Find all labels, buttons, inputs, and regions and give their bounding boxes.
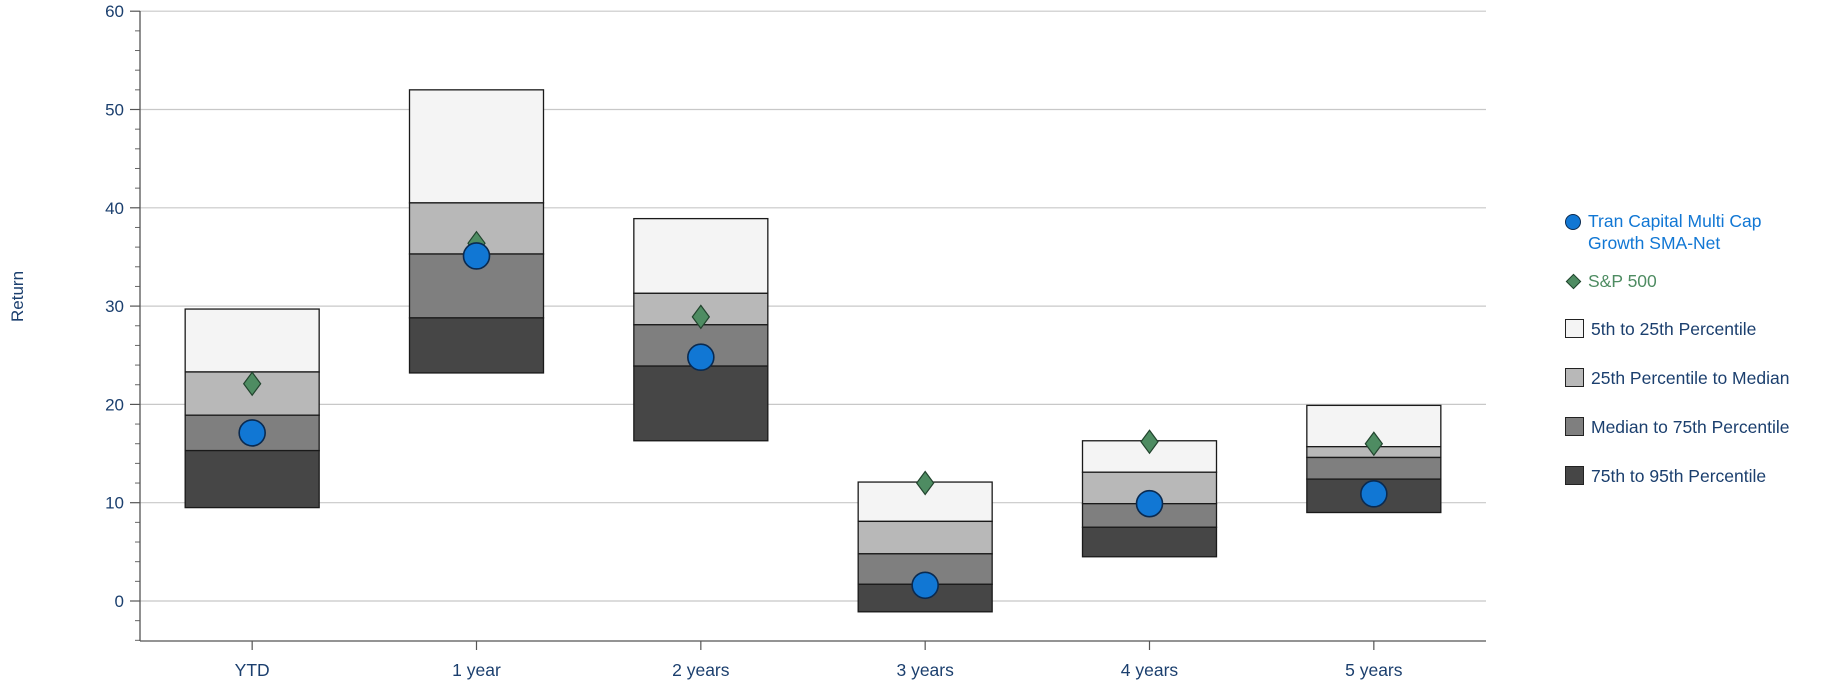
legend-band1-label: 5th to 25th Percentile [1591, 319, 1757, 339]
x-tick-label-5: 5 years [1345, 660, 1403, 680]
fund-circle-marker-0 [238, 419, 266, 447]
y-tick-label-10: 10 [105, 494, 124, 513]
circle-marker-icon [1565, 214, 1581, 230]
fund-circle-marker-4 [1135, 489, 1164, 518]
index-diamond-marker-2 [691, 304, 711, 330]
box-band-1-2 [633, 217, 769, 294]
band2-swatch-icon [1565, 368, 1584, 387]
box-band-4-1 [408, 317, 545, 374]
box-band-2-3 [857, 520, 993, 555]
legend-band4-label: 75th to 95th Percentile [1591, 466, 1767, 486]
fund-circle-marker-2 [687, 343, 715, 372]
band1-swatch-icon [1565, 319, 1584, 338]
x-tick-label-3: 3 years [896, 660, 954, 680]
box-band-1-0 [184, 308, 320, 373]
index-diamond-marker-4 [1140, 429, 1159, 455]
band4-swatch-icon [1565, 466, 1584, 485]
box-band-4-2 [633, 365, 769, 442]
box-band-1-3 [857, 481, 993, 523]
index-diamond-marker-5 [1364, 431, 1384, 457]
y-tick-label-40: 40 [105, 199, 124, 218]
legend-item-band4: 75th to 95th Percentile [1565, 465, 1766, 487]
legend-band2-label: 25th Percentile to Median [1591, 368, 1790, 388]
box-band-4-4 [1081, 526, 1218, 558]
legend-fund-label: Tran Capital Multi Cap Growth SMA-Net [1588, 210, 1761, 254]
fund-circle-marker-1 [462, 242, 491, 270]
legend-item-band1: 5th to 25th Percentile [1565, 318, 1756, 340]
y-tick-label-50: 50 [105, 101, 124, 120]
legend-item-band2: 25th Percentile to Median [1565, 367, 1789, 389]
y-axis-label: Return [8, 270, 27, 322]
legend-fund-line2: Growth SMA-Net [1588, 233, 1721, 253]
legend-fund-line1: Tran Capital Multi Cap [1588, 211, 1762, 231]
diamond-marker-icon [1565, 273, 1582, 290]
series-markers [238, 230, 1388, 600]
x-tick-label-0: YTD [235, 660, 270, 680]
box-band-4-0 [184, 449, 320, 509]
legend-index-label: S&P 500 [1588, 271, 1657, 291]
axes: 0 10 20 30 40 50 60 YTD 1 year 2 years 3 years 4 ye… [105, 2, 1486, 680]
legend-item-fund: Tran Capital Multi Cap Growth SMA-Net [1565, 210, 1761, 254]
index-diamond-marker-0 [242, 371, 262, 397]
legend-item-band3: Median to 75th Percentile [1565, 416, 1789, 438]
fund-circle-marker-5 [1360, 480, 1388, 508]
box-band-3-5 [1306, 456, 1442, 480]
grid-lines [140, 10, 1486, 602]
index-diamond-marker-3 [915, 470, 935, 496]
box-band-1-1 [408, 89, 545, 204]
x-tick-label-4: 4 years [1121, 660, 1179, 680]
legend-band3-label: Median to 75th Percentile [1591, 417, 1790, 437]
band3-swatch-icon [1565, 417, 1584, 436]
percentile-boxes [184, 89, 1442, 613]
legend-item-index: S&P 500 [1565, 270, 1657, 292]
y-tick-label-0: 0 [115, 592, 124, 611]
y-tick-label-20: 20 [105, 395, 124, 414]
y-tick-label-30: 30 [105, 297, 124, 316]
y-tick-label-60: 60 [105, 2, 124, 21]
x-tick-label-1: 1 year [452, 660, 501, 680]
fund-circle-marker-3 [911, 571, 939, 600]
x-tick-label-2: 2 years [672, 660, 730, 680]
